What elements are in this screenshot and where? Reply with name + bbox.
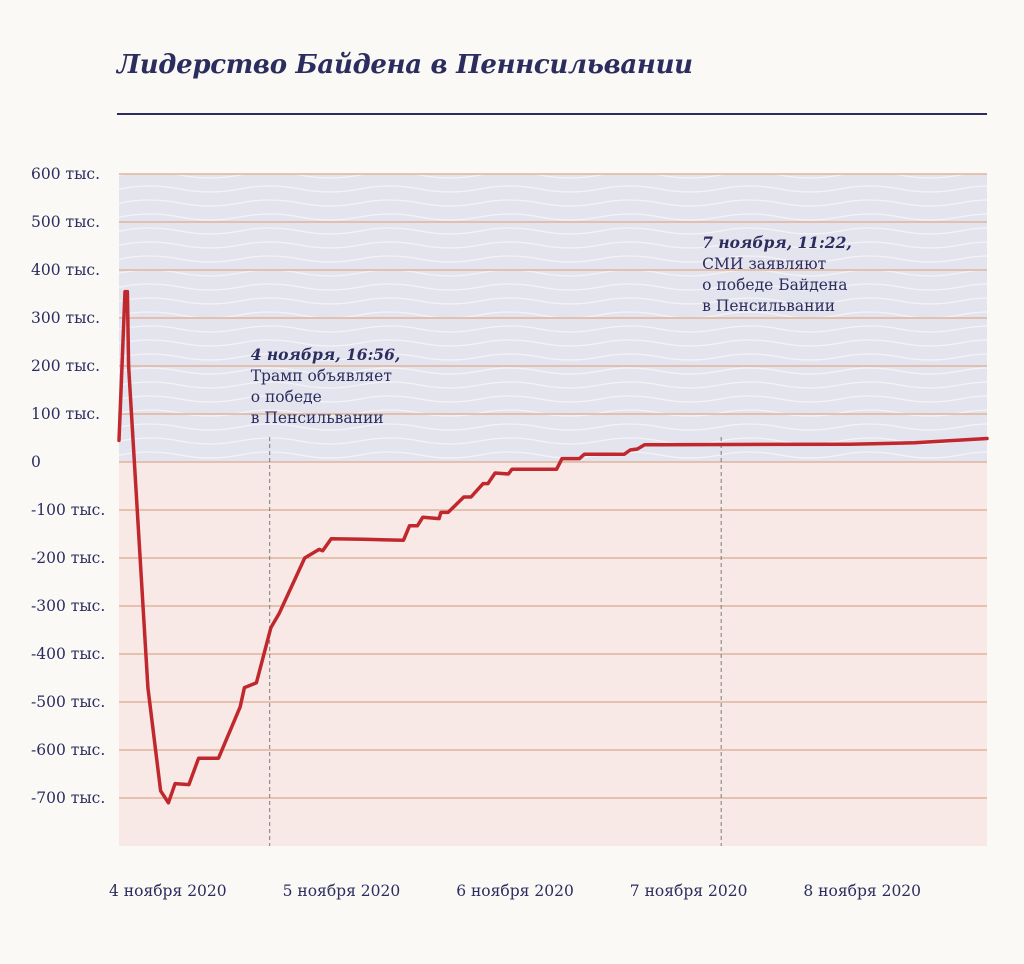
x-tick-label: 6 ноября 2020 [456,882,574,900]
y-tick-label: 400 тыс. [31,261,100,279]
y-tick-label: 200 тыс. [31,357,100,375]
annotation: 4 ноября, 16:56, Трамп объявляет о победе в… [251,345,401,427]
annotation-line: СМИ заявляют [702,255,826,273]
grid-lines [119,173,987,799]
y-tick-label: -600 тыс. [31,741,105,759]
y-tick-label: 500 тыс. [31,213,100,231]
annotation-markers [269,437,722,846]
y-tick-label: -100 тыс. [31,501,105,519]
x-tick-label: 5 ноября 2020 [283,882,401,900]
y-tick-label: 100 тыс. [31,405,100,423]
annotation-title: 4 ноября, 16:56, [251,345,401,364]
annotation-line: в Пенсильвании [702,297,835,315]
series-layer [117,289,989,805]
annotation-line: о победе Байдена [702,276,847,294]
x-axis-ticks: 4 ноября 2020 5 ноября 2020 6 ноября 2020 7… [109,882,921,900]
y-tick-label: 300 тыс. [31,309,100,327]
x-tick-label: 4 ноября 2020 [109,882,227,900]
x-tick-label: 8 ноября 2020 [803,882,921,900]
y-tick-label: -700 тыс. [31,789,105,807]
y-tick-label: -500 тыс. [31,693,105,711]
annotation-line: в Пенсильвании [251,409,384,427]
y-tick-label: 600 тыс. [31,165,100,183]
annotation-title: 7 ноября, 11:22, [702,233,852,252]
annotation-line: о победе [251,388,322,406]
annotations: 4 ноября, 16:56, Трамп объявляет о победе в… [251,233,852,427]
annotation-line: Трамп объявляет [251,367,392,385]
title-divider [117,113,987,115]
y-axis-ticks: 600 тыс. 500 тыс. 400 тыс. 300 тыс. 200 тыс.… [31,165,105,807]
x-tick-label: 7 ноября 2020 [630,882,748,900]
y-tick-label: -300 тыс. [31,597,105,615]
annotation: 7 ноября, 11:22, СМИ заявляют о победе Бай… [702,233,852,315]
y-tick-label: -200 тыс. [31,549,105,567]
chart-title: Лидерство Байдена в Пеннсильвании [117,50,693,80]
y-tick-label: -400 тыс. [31,645,105,663]
y-tick-label: 0 [31,453,41,471]
series-line [117,289,989,805]
